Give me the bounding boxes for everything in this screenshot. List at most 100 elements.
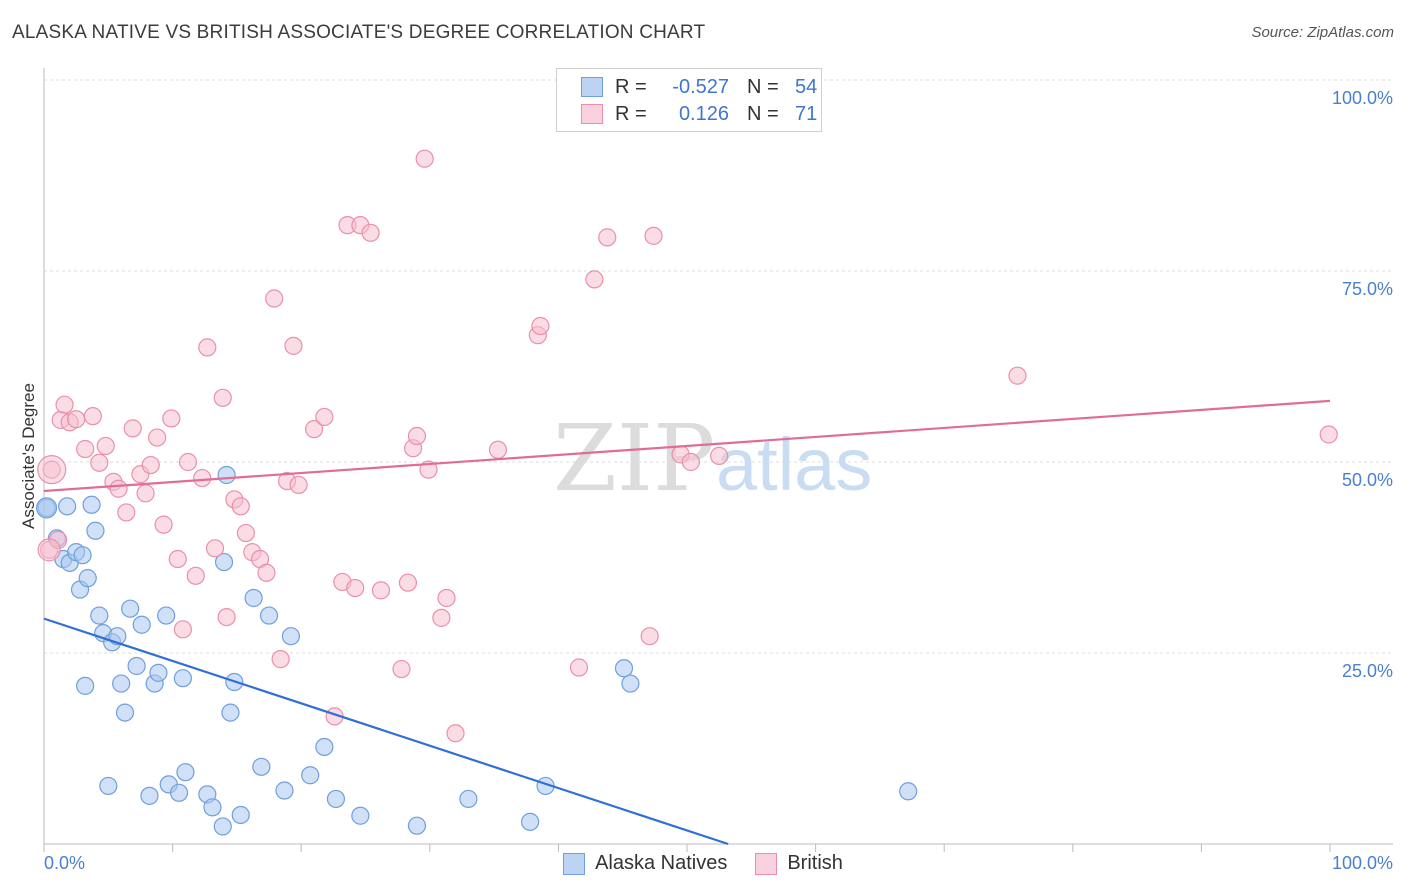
british-point[interactable] bbox=[96, 436, 115, 456]
british-point[interactable] bbox=[136, 484, 155, 503]
british-point[interactable] bbox=[37, 455, 67, 485]
alaska-point[interactable] bbox=[149, 663, 168, 682]
british-point[interactable] bbox=[186, 566, 205, 585]
british-point[interactable] bbox=[162, 409, 181, 428]
british-point[interactable] bbox=[265, 289, 284, 308]
british-point[interactable] bbox=[531, 316, 550, 336]
british-point[interactable] bbox=[640, 627, 659, 646]
british-point[interactable] bbox=[289, 475, 308, 495]
alaska-point[interactable] bbox=[275, 781, 294, 800]
british-point[interactable] bbox=[217, 607, 236, 627]
alaska-point[interactable] bbox=[213, 817, 232, 836]
british-point[interactable] bbox=[213, 388, 232, 407]
alaska-point[interactable] bbox=[315, 737, 334, 757]
british-point[interactable] bbox=[432, 608, 451, 627]
british-point[interactable] bbox=[173, 620, 192, 639]
alaska-point[interactable] bbox=[76, 676, 95, 695]
alaska-point[interactable] bbox=[407, 816, 427, 835]
alaska-point[interactable] bbox=[899, 782, 918, 801]
british-point[interactable] bbox=[178, 452, 198, 472]
alaska-point[interactable] bbox=[326, 789, 346, 809]
alaska-point[interactable] bbox=[459, 789, 478, 809]
british-point[interactable] bbox=[585, 270, 604, 289]
british-point[interactable] bbox=[1319, 425, 1338, 444]
alaska-point[interactable] bbox=[521, 812, 540, 831]
alaska-point[interactable] bbox=[73, 546, 92, 565]
british-point[interactable] bbox=[271, 650, 290, 669]
british-point[interactable] bbox=[141, 455, 160, 475]
alaska-point[interactable] bbox=[281, 627, 301, 646]
alaska-point[interactable] bbox=[90, 606, 109, 625]
alaska-point[interactable] bbox=[121, 599, 140, 618]
alaska-point[interactable] bbox=[169, 783, 189, 802]
alaska-point[interactable] bbox=[157, 606, 176, 625]
alaska-point[interactable] bbox=[244, 588, 263, 608]
alaska-point[interactable] bbox=[86, 521, 105, 540]
british-point[interactable] bbox=[407, 426, 427, 446]
british-point[interactable] bbox=[90, 453, 109, 472]
alaska-point[interactable] bbox=[99, 776, 118, 796]
british-point[interactable] bbox=[361, 223, 380, 242]
alaska-point[interactable] bbox=[176, 763, 195, 782]
alaska-point[interactable] bbox=[203, 798, 222, 817]
british-point[interactable] bbox=[154, 515, 173, 534]
british-point[interactable] bbox=[76, 439, 95, 459]
alaska-point[interactable] bbox=[301, 766, 320, 785]
alaska-point[interactable] bbox=[252, 757, 271, 776]
alaska-point[interactable] bbox=[127, 656, 146, 676]
british-point[interactable] bbox=[304, 420, 324, 439]
british-point[interactable] bbox=[67, 410, 86, 429]
british-point[interactable] bbox=[315, 407, 334, 427]
british-point[interactable] bbox=[83, 407, 102, 426]
legend-item-alaska-natives[interactable]: Alaska Natives bbox=[563, 852, 727, 875]
british-point[interactable] bbox=[415, 149, 434, 168]
british-point[interactable] bbox=[148, 428, 167, 447]
british-point[interactable] bbox=[117, 503, 136, 522]
british-point[interactable] bbox=[284, 336, 303, 355]
british-point[interactable] bbox=[231, 497, 250, 516]
legend-item-british[interactable]: British bbox=[755, 852, 843, 875]
british-point[interactable] bbox=[168, 549, 187, 569]
alaska-point[interactable] bbox=[614, 659, 634, 678]
british-point[interactable] bbox=[193, 468, 212, 488]
alaska-point[interactable] bbox=[259, 606, 279, 625]
alaska-point[interactable] bbox=[112, 674, 131, 693]
british-point[interactable] bbox=[1008, 366, 1027, 385]
alaska-point[interactable] bbox=[132, 615, 151, 634]
alaska-point[interactable] bbox=[58, 497, 77, 516]
alaska-point[interactable] bbox=[221, 703, 240, 722]
british-point[interactable] bbox=[236, 523, 256, 543]
alaska-point[interactable] bbox=[78, 569, 97, 588]
alaska-point[interactable] bbox=[351, 806, 370, 825]
british-point[interactable] bbox=[398, 573, 418, 592]
alaska-legend-swatch bbox=[563, 852, 586, 875]
british-point[interactable] bbox=[198, 338, 217, 357]
british-point[interactable] bbox=[569, 658, 589, 677]
alaska-point[interactable] bbox=[173, 669, 192, 688]
british-point[interactable] bbox=[371, 581, 391, 600]
alaska-legend-label: Alaska Natives bbox=[595, 852, 728, 874]
british-point[interactable] bbox=[392, 659, 411, 679]
british-point[interactable] bbox=[598, 228, 617, 247]
alaska-point[interactable] bbox=[621, 674, 640, 693]
british-point[interactable] bbox=[644, 226, 663, 245]
british-point[interactable] bbox=[55, 395, 74, 414]
alaska-point[interactable] bbox=[231, 805, 250, 825]
british-point[interactable] bbox=[346, 578, 365, 598]
british-point[interactable] bbox=[488, 440, 508, 459]
alaska-point[interactable] bbox=[35, 497, 58, 519]
british-point[interactable] bbox=[681, 452, 700, 472]
british-point[interactable] bbox=[37, 538, 61, 562]
alaska-point[interactable] bbox=[140, 786, 159, 805]
british-point[interactable] bbox=[123, 419, 142, 438]
british-point[interactable] bbox=[205, 539, 225, 558]
alaska-point[interactable] bbox=[82, 495, 101, 514]
british-point[interactable] bbox=[109, 479, 128, 498]
british-point[interactable] bbox=[257, 563, 276, 582]
alaska-point[interactable] bbox=[217, 465, 236, 485]
alaska-point[interactable] bbox=[115, 703, 135, 722]
british-point[interactable] bbox=[710, 446, 729, 465]
british-point[interactable] bbox=[446, 724, 465, 743]
british-point[interactable] bbox=[437, 588, 456, 608]
alaska-point[interactable] bbox=[214, 552, 234, 572]
